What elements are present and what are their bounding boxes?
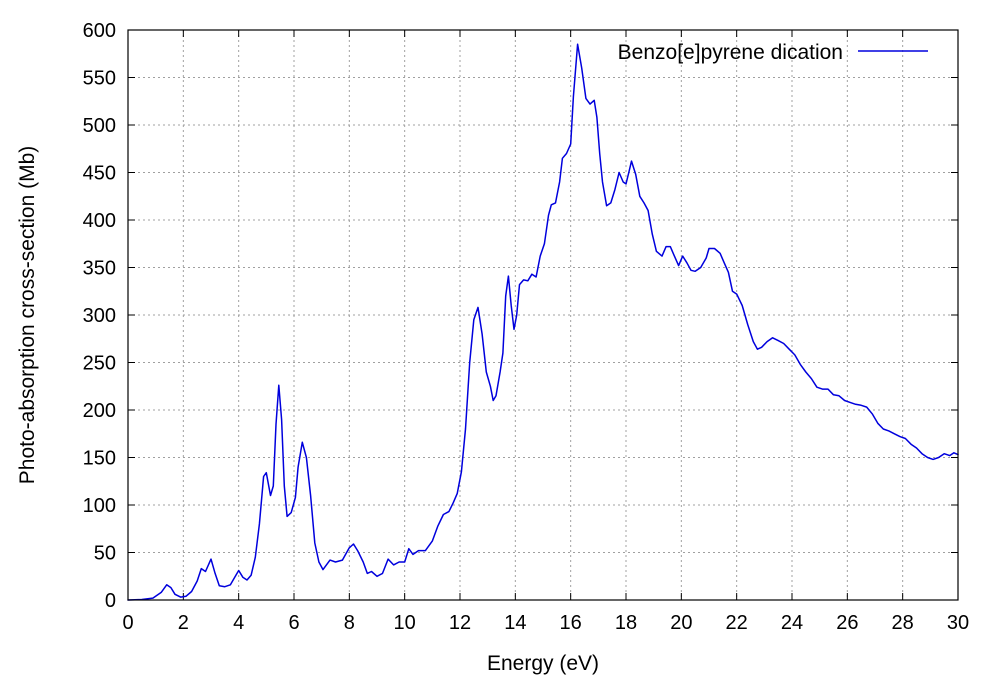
x-tick-label: 12 [449,612,471,634]
y-tick-label: 300 [83,305,116,327]
x-tick-label: 26 [836,612,858,634]
x-tick-label: 28 [892,612,914,634]
y-tick-label: 450 [83,163,116,185]
series-line [127,43,959,601]
x-tick-label: 6 [288,612,299,634]
y-tick-labels: 0 50 100 150 200 250 300 350 400 450 500 550 600 [83,20,116,612]
x-tick-label: 0 [122,612,133,634]
x-tick-label: 30 [947,612,969,634]
y-tick-label: 600 [83,20,116,42]
x-tick-label: 2 [178,612,189,634]
x-tick-label: 22 [726,612,748,634]
x-tick-labels: 0 2 4 6 8 10 12 14 16 18 20 22 24 26 28 30 [122,612,969,634]
plot-frame [127,29,959,601]
x-tick-label: 8 [344,612,355,634]
grid [128,30,958,600]
legend-label: Benzo[e]pyrene dication [618,41,843,64]
y-tick-label: 400 [83,210,116,232]
y-tick-label: 250 [83,353,116,375]
series-layer [127,43,959,601]
y-tick-label: 200 [83,400,116,422]
y-tick-label: 150 [83,448,116,470]
x-tick-label: 4 [233,612,244,634]
y-axis-label: Photo-absorption cross-section (Mb) [16,146,39,484]
x-axis-label: Energy (eV) [487,652,599,675]
y-tick-label: 50 [94,543,116,565]
y-tick-label: 550 [83,68,116,90]
x-tick-label: 24 [781,612,803,634]
y-tick-label: 350 [83,258,116,280]
y-tick-label: 0 [105,590,116,612]
legend: Benzo[e]pyrene dication [618,41,928,64]
y-tick-label: 500 [83,115,116,137]
x-tick-label: 10 [394,612,416,634]
x-tick-label: 18 [615,612,637,634]
x-tick-label: 16 [560,612,582,634]
x-tick-label: 20 [670,612,692,634]
y-tick-label: 100 [83,495,116,517]
x-tick-label: 14 [504,612,526,634]
